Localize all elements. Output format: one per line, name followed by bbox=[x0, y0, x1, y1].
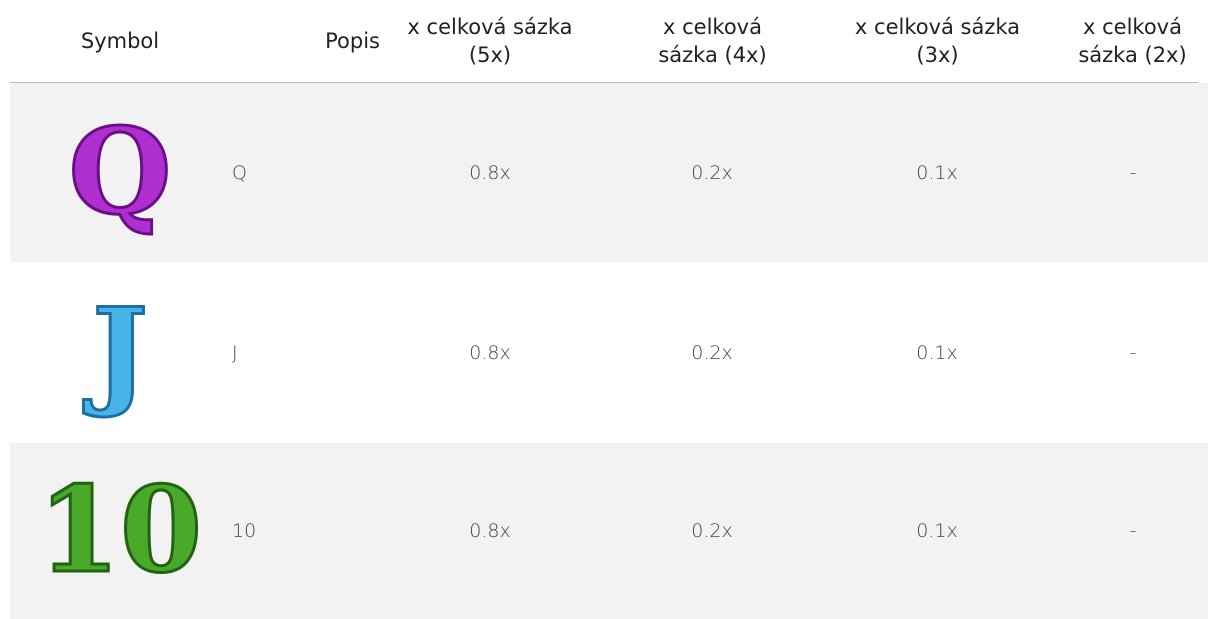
symbol-glyph: Q bbox=[69, 102, 172, 241]
payout-value: 0.2x bbox=[691, 520, 733, 542]
description: Q bbox=[232, 161, 247, 184]
description: 10 bbox=[232, 520, 257, 542]
column-header: x celková sázka (3x) bbox=[854, 15, 1021, 67]
payout-value: 0.1x bbox=[916, 341, 958, 364]
payout-value: 0.2x bbox=[691, 161, 733, 184]
payout-value: - bbox=[1129, 341, 1137, 364]
symbol-icon: 10 bbox=[40, 459, 200, 601]
payout-value: - bbox=[1129, 161, 1137, 184]
payout-value: 0.1x bbox=[916, 161, 958, 184]
header-rule bbox=[10, 82, 1198, 83]
table-row: 10 10 0.8x 0.2x 0.1x - bbox=[10, 443, 1208, 619]
description: J bbox=[232, 341, 238, 364]
column-header: x celková sázka (5x) bbox=[407, 15, 573, 67]
payout-value: 0.8x bbox=[469, 161, 511, 184]
payout-value: - bbox=[1129, 520, 1137, 542]
column-header: x celková sázka (4x) bbox=[658, 15, 767, 67]
symbol-icon: Q bbox=[67, 100, 173, 242]
column-header: Symbol bbox=[80, 29, 160, 53]
symbol-icon: J bbox=[82, 280, 150, 422]
table-row: Q Q 0.8x 0.2x 0.1x - bbox=[10, 83, 1208, 262]
symbol-glyph: J bbox=[83, 282, 148, 421]
column-header: x celková sázka (2x) bbox=[1078, 15, 1187, 67]
payout-value: 0.2x bbox=[691, 341, 733, 364]
column-header: Popis bbox=[325, 29, 380, 53]
payout-value: 0.8x bbox=[469, 520, 511, 542]
payout-value: 0.8x bbox=[469, 341, 511, 364]
payout-value: 0.1x bbox=[916, 520, 958, 542]
symbol-glyph: 10 bbox=[40, 460, 200, 599]
table-row: J J 0.8x 0.2x 0.1x - bbox=[10, 262, 1208, 443]
